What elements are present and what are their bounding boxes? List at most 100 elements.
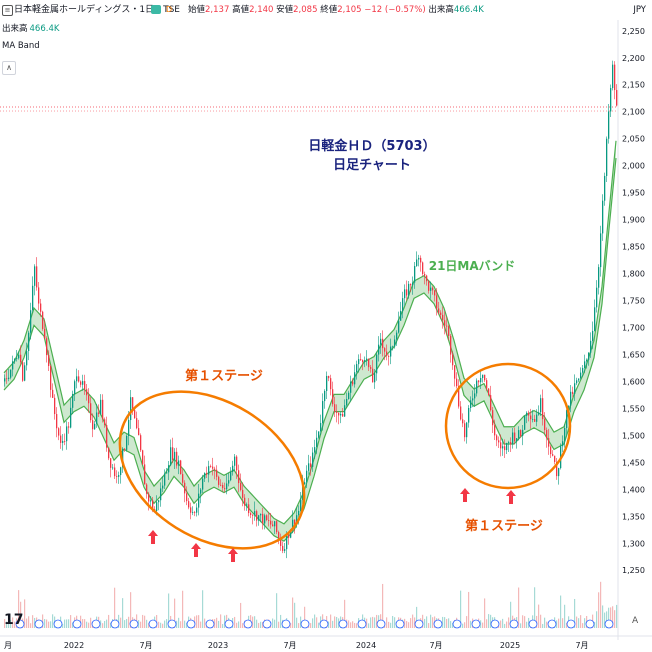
candle-body (106, 425, 108, 448)
candle-body (488, 388, 490, 396)
candle-body (108, 447, 110, 459)
volume-bar (24, 599, 26, 628)
event-marker-icon[interactable] (319, 619, 329, 629)
candle-body (26, 350, 28, 366)
volume-bar (328, 621, 330, 628)
candle-body (184, 482, 186, 494)
x-tick-label: 7月 (283, 641, 296, 650)
candle-body (12, 361, 14, 370)
event-marker-icon[interactable] (262, 619, 272, 629)
indicator-legend[interactable]: MA Band (2, 41, 40, 51)
currency-label[interactable]: JPY (633, 5, 646, 15)
event-marker-icon[interactable] (566, 619, 576, 629)
candle-body (348, 392, 350, 399)
candle-body (290, 530, 292, 538)
candle-body (66, 426, 68, 442)
volume-bar (538, 604, 540, 628)
candle-body (438, 308, 440, 313)
candle-body (484, 374, 486, 381)
visibility-icon[interactable] (151, 5, 161, 14)
event-marker-icon[interactable] (129, 619, 139, 629)
volume-bar (4, 619, 6, 628)
event-marker-icon[interactable] (110, 619, 120, 629)
event-marker-icon[interactable] (433, 619, 443, 629)
volume-label: 出来高 (428, 5, 454, 15)
candle-body (240, 483, 242, 490)
y-tick-label: 2,200 (622, 54, 645, 63)
event-marker-icon[interactable] (72, 619, 82, 629)
event-marker-icon[interactable] (376, 619, 386, 629)
candle-body (542, 398, 544, 420)
volume-bar (370, 617, 372, 628)
candle-body (360, 359, 362, 361)
auto-scale-button[interactable]: A (632, 616, 639, 626)
volume-bar (464, 622, 466, 628)
candle-body (366, 358, 368, 361)
volume-bar (412, 614, 414, 628)
event-marker-icon[interactable] (15, 619, 25, 629)
candle-body (116, 476, 118, 477)
volume-bar (388, 621, 390, 628)
event-marker-icon[interactable] (34, 619, 44, 629)
tradingview-logo[interactable]: 17 (4, 612, 24, 628)
event-marker-icon[interactable] (148, 619, 158, 629)
volume-bar (600, 581, 602, 628)
event-marker-icon[interactable] (186, 619, 196, 629)
y-tick-label: 1,350 (622, 512, 645, 521)
event-marker-icon[interactable] (509, 619, 519, 629)
volume-bar (528, 617, 530, 628)
volume-bar (262, 621, 264, 628)
candle-body (40, 303, 42, 312)
event-marker-icon[interactable] (224, 619, 234, 629)
event-marker-icon[interactable] (53, 619, 63, 629)
candle-body (506, 443, 508, 451)
event-marker-icon[interactable] (338, 619, 348, 629)
event-marker-icon[interactable] (604, 619, 614, 629)
collapse-legend-button[interactable]: ∧ (2, 61, 16, 75)
candle-body (580, 372, 582, 379)
candle-body (384, 348, 386, 352)
volume-bar (584, 618, 586, 628)
candle-body (308, 463, 310, 471)
interval-badge[interactable]: D (166, 5, 173, 14)
event-marker-icon[interactable] (452, 619, 462, 629)
candle-body (346, 398, 348, 406)
y-tick-label: 1,700 (622, 323, 645, 332)
volume-bar (526, 621, 528, 628)
event-marker-icon[interactable] (243, 619, 253, 629)
candle-body (130, 397, 132, 421)
candle-body (592, 330, 594, 341)
volume-bar (8, 623, 10, 628)
event-marker-icon[interactable] (91, 619, 101, 629)
event-marker-icon[interactable] (585, 619, 595, 629)
stage-ellipse-left (118, 390, 306, 550)
candle-body (478, 380, 480, 383)
x-tick-label: 2022 (64, 641, 84, 650)
candle-body (554, 455, 556, 462)
event-marker-icon[interactable] (357, 619, 367, 629)
event-marker-icon[interactable] (205, 619, 215, 629)
candle-body (356, 364, 358, 373)
volume-bar (506, 621, 508, 628)
event-marker-icon[interactable] (490, 619, 500, 629)
event-marker-icon[interactable] (167, 619, 177, 629)
candle-body (398, 320, 400, 333)
event-marker-icon[interactable] (528, 619, 538, 629)
volume-legend[interactable]: 出来高 466.4K (2, 22, 59, 34)
symbol-logo-icon[interactable]: ≡ (2, 5, 13, 16)
candle-body (150, 500, 152, 502)
event-marker-icon[interactable] (281, 619, 291, 629)
volume-bar (524, 616, 526, 628)
candle-body (372, 368, 374, 383)
candle-body (440, 312, 442, 315)
candle-body (472, 398, 474, 401)
event-marker-icon[interactable] (547, 619, 557, 629)
event-marker-icon[interactable] (414, 619, 424, 629)
event-marker-icon[interactable] (395, 619, 405, 629)
event-marker-icon[interactable] (471, 619, 481, 629)
event-marker-icon[interactable] (300, 619, 310, 629)
symbol-title[interactable]: 日本軽金属ホールディングス・1日・TSE (14, 5, 180, 15)
volume-bar (240, 602, 242, 628)
volume-legend-label: 出来高 (2, 24, 28, 34)
